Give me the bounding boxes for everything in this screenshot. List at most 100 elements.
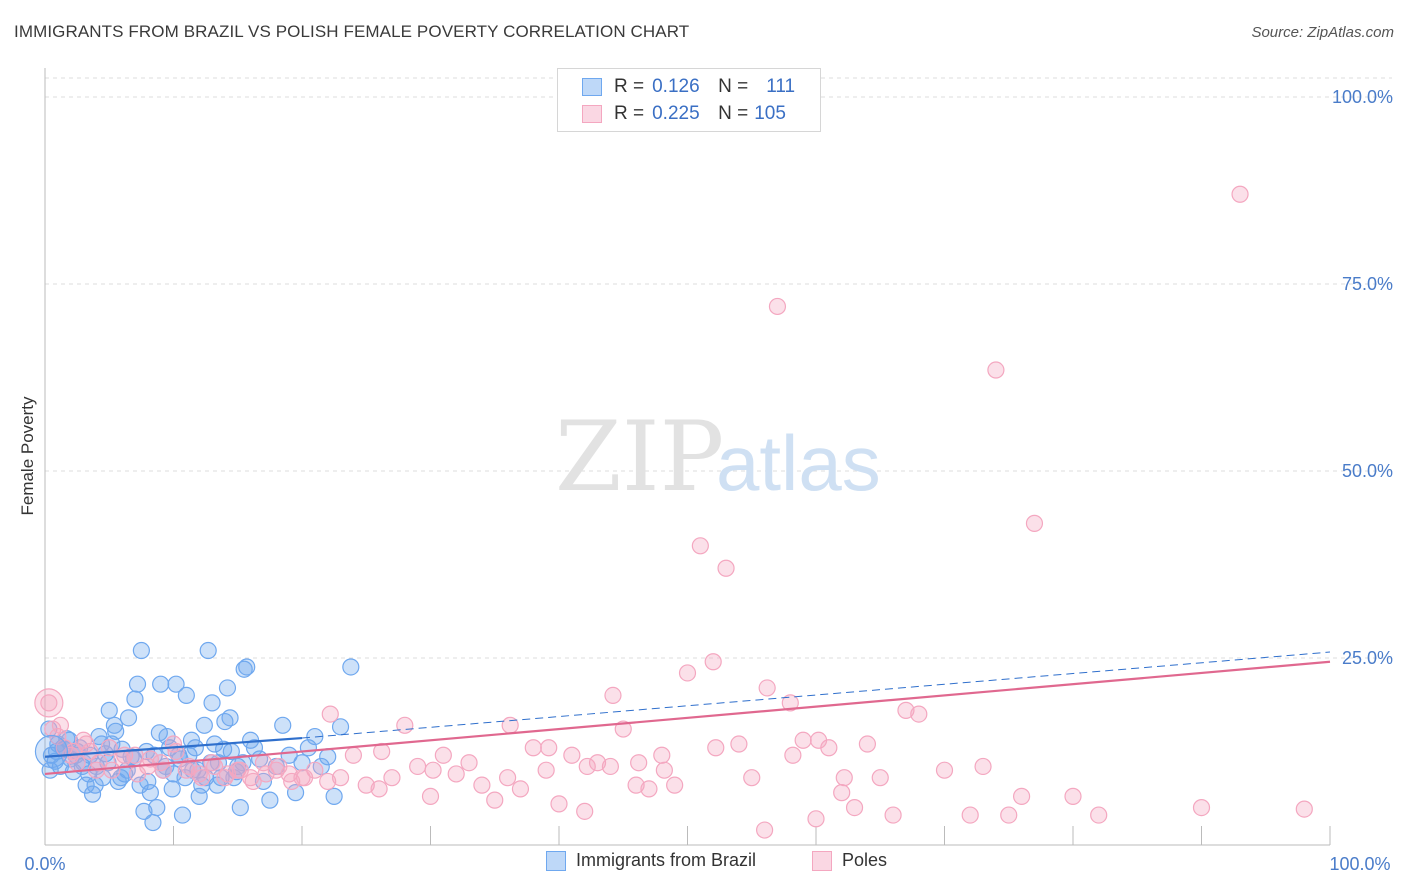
point-poles	[434, 746, 452, 764]
point-poles	[421, 787, 440, 805]
point-poles	[193, 769, 211, 787]
point-brazil	[319, 748, 337, 766]
point-brazil	[235, 660, 253, 678]
point-poles	[486, 791, 504, 809]
point-poles	[1000, 806, 1018, 824]
point-poles	[845, 798, 864, 817]
point-brazil	[325, 787, 343, 805]
tick-labels: 100.0% 75.0% 50.0% 25.0% 0.0% 100.0%	[24, 87, 1393, 874]
point-poles	[833, 784, 851, 802]
point-brazil	[190, 787, 208, 805]
point-poles	[460, 754, 478, 772]
point-poles	[370, 780, 388, 798]
point-poles	[704, 653, 722, 671]
point-brazil	[128, 675, 147, 693]
r-value: 0.225	[652, 103, 700, 124]
point-poles	[1192, 798, 1211, 817]
point-brazil	[199, 641, 217, 660]
point-poles	[871, 769, 889, 787]
point-poles	[678, 664, 697, 682]
point-poles	[935, 761, 954, 779]
point-brazil	[218, 679, 237, 697]
point-poles	[1231, 185, 1249, 203]
point-brazil	[173, 806, 192, 824]
legend-swatch-brazil	[546, 850, 566, 871]
watermark-zip: ZIP	[555, 401, 724, 513]
point-brazil	[331, 718, 350, 736]
point-poles	[1090, 806, 1108, 824]
point-poles	[578, 757, 596, 776]
n-label: N =	[718, 103, 749, 124]
point-brazil	[132, 641, 150, 660]
point-poles	[524, 739, 542, 757]
n-label: N =	[718, 76, 749, 97]
point-poles	[141, 750, 159, 768]
point-brazil	[77, 776, 95, 794]
point-poles	[331, 769, 350, 787]
point-poles	[540, 739, 558, 757]
point-brazil	[163, 780, 181, 798]
y-tick-label: 25.0%	[1342, 648, 1393, 668]
point-brazil	[274, 716, 292, 734]
point-brazil	[195, 716, 213, 734]
point-brazil	[131, 776, 149, 794]
point-poles	[707, 739, 725, 757]
y-tick-label: 75.0%	[1342, 274, 1393, 294]
point-poles	[691, 537, 709, 555]
point-poles	[809, 731, 828, 749]
point-poles	[90, 754, 108, 772]
legend-label-brazil: Immigrants from Brazil	[576, 850, 757, 870]
point-poles	[627, 776, 645, 794]
point-poles	[473, 776, 491, 794]
point-poles	[231, 761, 249, 779]
watermark: ZIP atlas	[555, 401, 881, 513]
point-poles	[344, 746, 362, 764]
point-brazil	[86, 776, 104, 794]
point-poles	[499, 769, 517, 787]
point-brazil	[107, 722, 125, 740]
n-value: 111	[766, 76, 796, 97]
legend-item-brazil[interactable]: Immigrants from Brazil	[546, 850, 756, 871]
legend-swatch-poles	[582, 105, 602, 123]
point-poles	[424, 761, 442, 779]
point-brazil	[342, 658, 360, 676]
point-poles	[51, 716, 70, 734]
point-poles	[1295, 800, 1313, 818]
point-poles	[961, 806, 979, 824]
point-poles	[295, 769, 314, 787]
point-brazil	[135, 802, 153, 820]
point-poles	[835, 769, 853, 787]
point-brazil	[286, 784, 305, 802]
legend-item-poles[interactable]: Poles	[812, 850, 887, 871]
point-brazil	[293, 754, 311, 772]
trend-line-poles	[44, 660, 1331, 776]
series-legend: Immigrants from Brazil Poles	[0, 850, 1406, 878]
point-poles	[77, 735, 95, 753]
point-poles	[396, 716, 414, 734]
point-poles	[244, 772, 262, 791]
point-poles	[743, 769, 761, 787]
point-poles	[755, 821, 774, 839]
point-poles	[563, 746, 581, 764]
stats-legend-row-poles: R = 0.225 N = 105	[582, 102, 786, 126]
point-poles	[447, 765, 465, 783]
point-brazil	[182, 731, 201, 749]
point-poles	[257, 765, 275, 783]
y-tick-label: 50.0%	[1342, 461, 1393, 481]
point-brazil	[119, 709, 138, 727]
point-brazil	[150, 724, 168, 742]
point-poles	[537, 761, 555, 779]
trend-lines	[44, 651, 1331, 776]
point-brazil	[221, 709, 239, 727]
stats-legend: R = 0.126 N = 111 R = 0.225 N = 105	[557, 68, 821, 132]
point-poles	[128, 765, 147, 783]
legend-swatch-poles	[812, 850, 832, 871]
legend-label-poles: Poles	[842, 850, 888, 870]
point-poles	[1025, 514, 1044, 532]
point-poles	[717, 559, 735, 577]
point-poles	[40, 694, 58, 712]
point-poles	[858, 735, 877, 753]
point-poles	[321, 705, 339, 723]
point-poles	[601, 757, 620, 776]
